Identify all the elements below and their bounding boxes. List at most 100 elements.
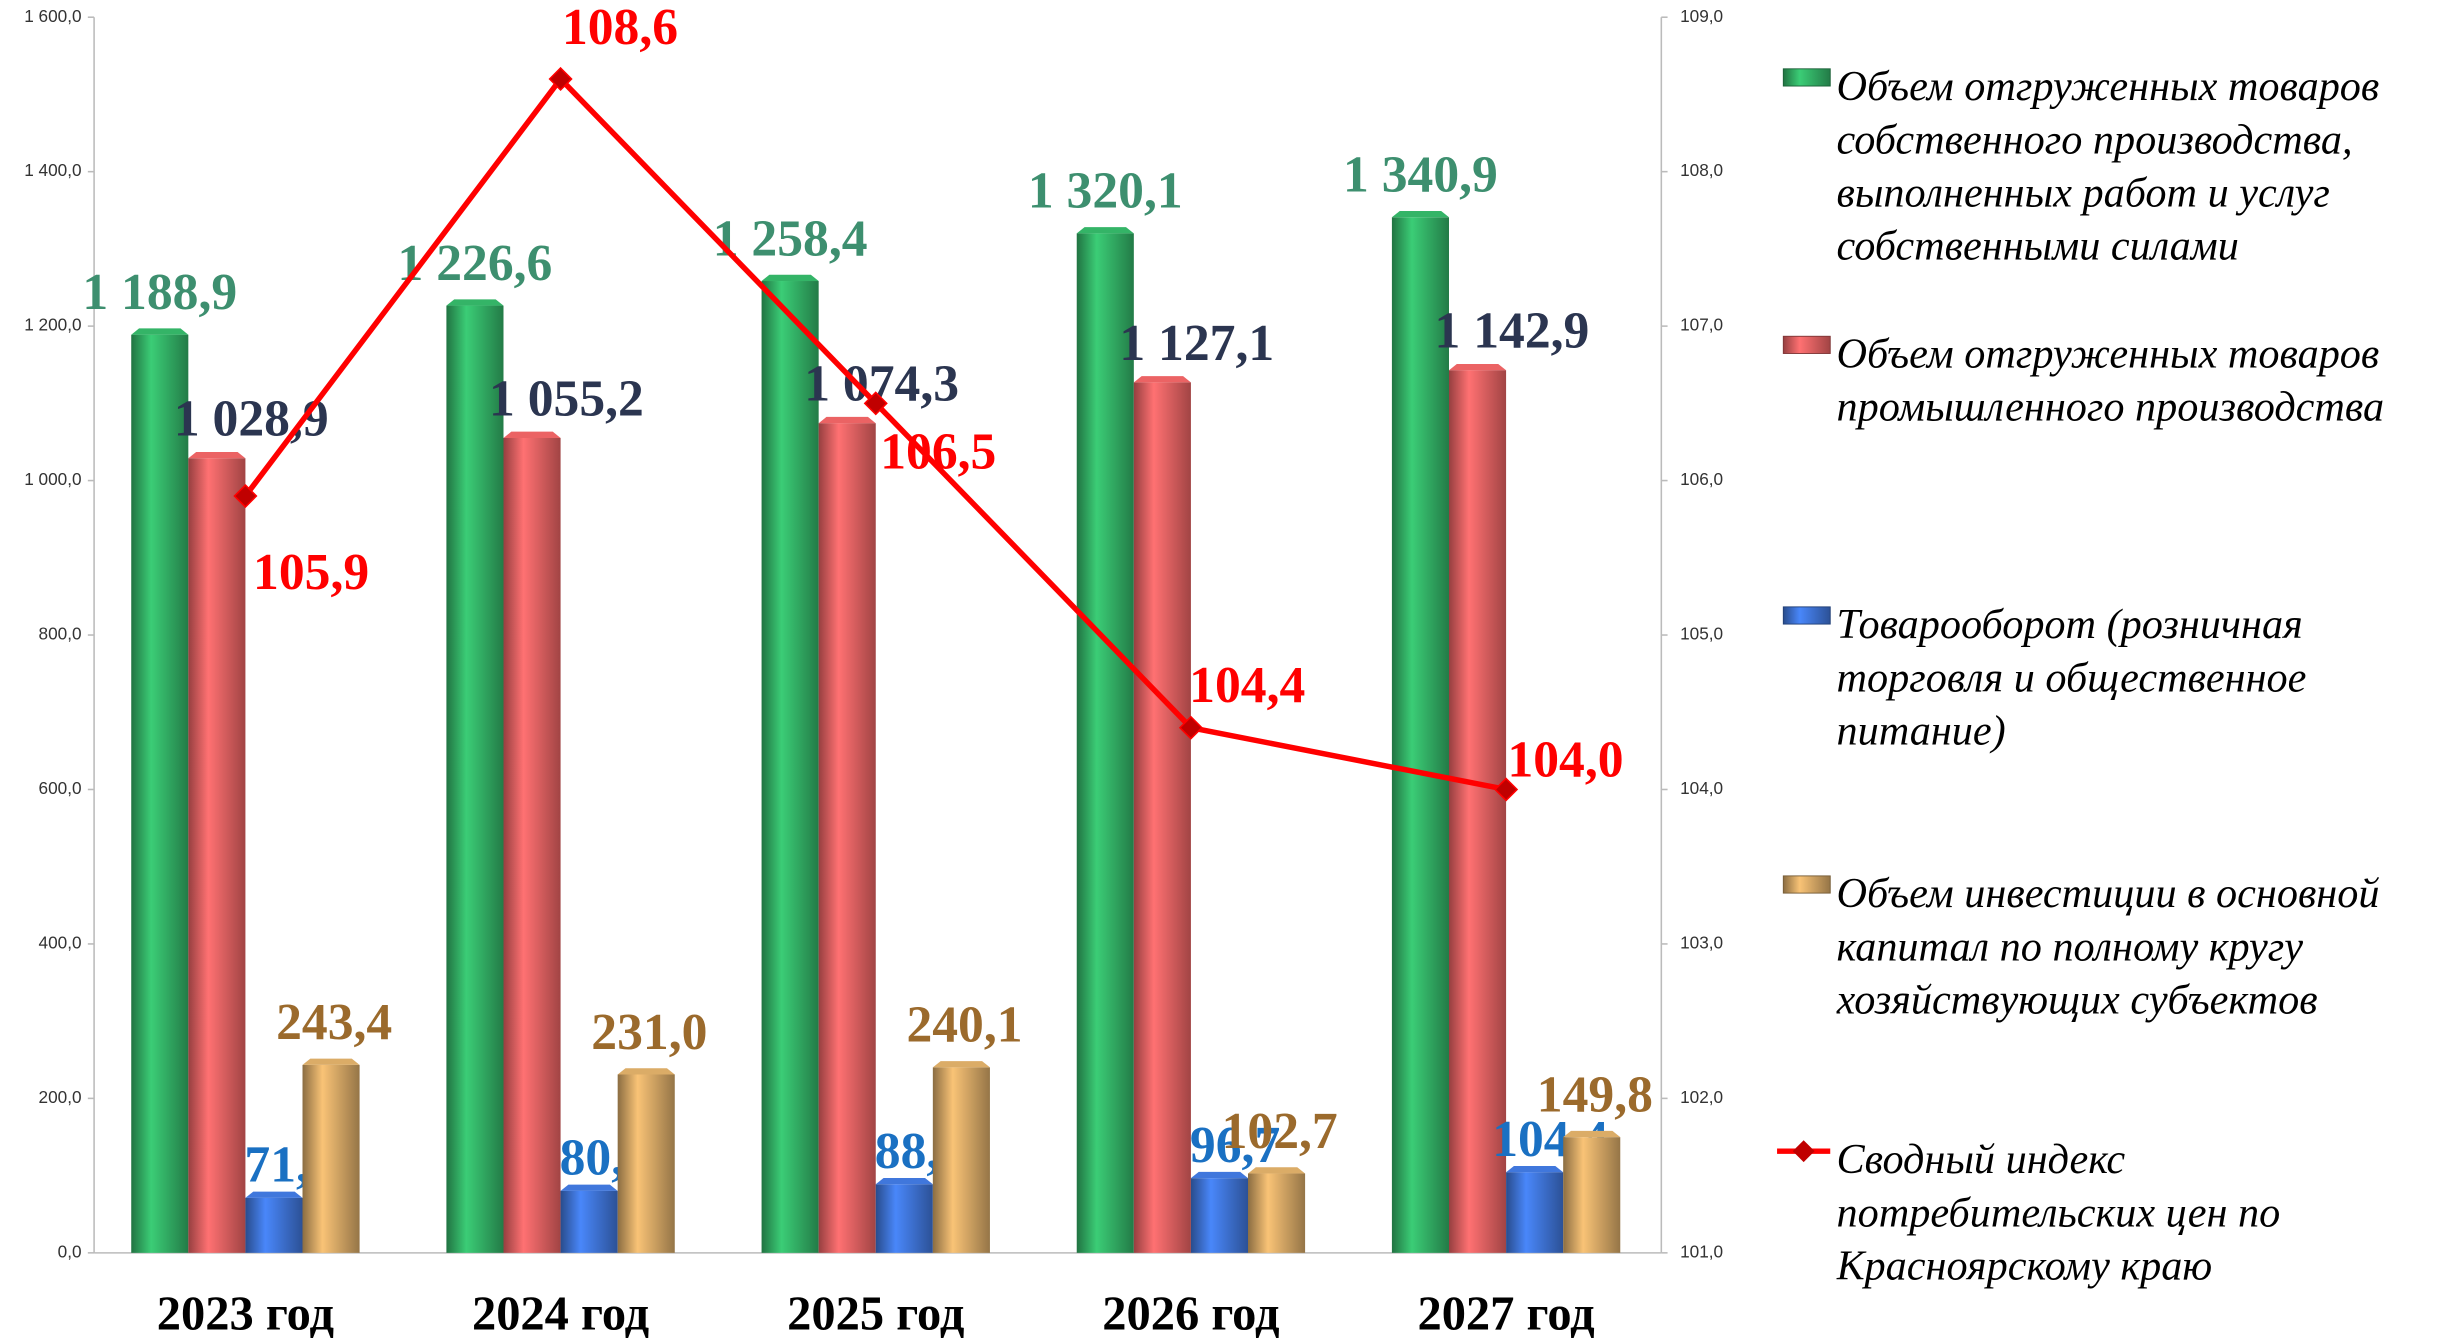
legend-item: Объем инвестиции в основной капитал по п… (1836, 869, 2380, 1023)
y-tick-label: 600,0 (39, 778, 82, 798)
bar-cap (617, 1068, 675, 1075)
line (243, 74, 1507, 793)
bar (560, 1190, 618, 1253)
legend-item: Сводный индекс потребительских цен по Кр… (1836, 1135, 2281, 1289)
y2-tick-label: 109,0 (1680, 6, 1723, 26)
x-tick-label: 2023 год (157, 1288, 334, 1341)
legend-swatch (1782, 606, 1831, 625)
legend-item: Объем отгруженных товаров собственного п… (1837, 63, 2380, 269)
y2-tick-label: 105,0 (1680, 624, 1723, 644)
y2-tick-label: 102,0 (1680, 1087, 1723, 1107)
bar-cap (1391, 211, 1449, 218)
legend-marker (1792, 1140, 1815, 1163)
line-marker (548, 66, 573, 92)
data-label: 1 055,2 (489, 370, 644, 427)
y2-tick-label: 107,0 (1680, 315, 1723, 335)
y-tick-label: 1 200,0 (24, 315, 81, 335)
bar-cap (1506, 1165, 1564, 1173)
bar-cap (560, 1184, 618, 1191)
y2-tick-label: 106,0 (1680, 469, 1723, 489)
bar-cap (818, 416, 876, 424)
data-label: 105,9 (253, 544, 369, 601)
bar (446, 305, 504, 1253)
bar (1076, 233, 1134, 1253)
line-marker (863, 391, 888, 416)
bar-cap (1190, 1171, 1249, 1179)
y-tick-label: 1 000,0 (24, 469, 81, 489)
bar (875, 1184, 933, 1253)
data-label: 149,8 (1537, 1066, 1653, 1123)
y2-tick-label: 104,0 (1680, 778, 1723, 798)
data-label: 102,7 (1222, 1103, 1338, 1160)
data-label: 1 188,9 (82, 264, 237, 321)
bar (1248, 1173, 1306, 1253)
y2-tick-label: 103,0 (1680, 932, 1723, 952)
y2-tick-label: 108,0 (1680, 160, 1723, 180)
legend-swatch (1782, 335, 1831, 354)
y-tick-label: 800,0 (39, 624, 82, 644)
bar-cap (761, 274, 819, 282)
legend-swatch (1782, 875, 1831, 894)
data-label: 106,5 (880, 423, 996, 480)
bar-cap (1448, 363, 1507, 371)
bar (818, 423, 876, 1253)
y-tick-label: 1 600,0 (24, 6, 81, 26)
legend-label: Товарооборот (розничная торговля и общес… (1836, 600, 2307, 754)
bar (131, 334, 189, 1253)
bar-cap (932, 1061, 990, 1068)
bar-cap (245, 1191, 303, 1198)
legend-item: Объем отгруженных товаров промышленного … (1836, 330, 2385, 431)
bar (1506, 1172, 1564, 1253)
bar (761, 281, 819, 1253)
bar (932, 1067, 990, 1253)
bar-cap (188, 451, 246, 459)
bar-cap (302, 1058, 360, 1065)
data-label: 1 127,1 (1119, 315, 1274, 372)
x-tick-label: 2024 год (472, 1288, 649, 1341)
data-label: 108,6 (562, 0, 678, 56)
y-tick-label: 400,0 (39, 932, 82, 952)
data-label: 231,0 (591, 1004, 707, 1061)
x-tick-label: 2025 год (787, 1288, 964, 1341)
bar (503, 437, 561, 1253)
bar (1133, 382, 1191, 1253)
bar-cap (131, 328, 189, 335)
bar (1190, 1178, 1249, 1253)
data-label: 243,4 (276, 994, 392, 1051)
data-label: 240,1 (906, 997, 1022, 1054)
bar (1391, 217, 1449, 1253)
bar (1563, 1137, 1621, 1253)
y-tick-label: 1 400,0 (24, 160, 81, 180)
x-tick-label: 2027 год (1417, 1288, 1594, 1341)
bar-cap (446, 299, 504, 306)
line-marker (1494, 777, 1519, 802)
bar-cap (1133, 376, 1191, 383)
data-label: 104,0 (1507, 731, 1623, 788)
bar (617, 1074, 675, 1253)
y-tick-label: 0,0 (58, 1241, 82, 1261)
bar-cap (875, 1178, 933, 1185)
bar-cap (1563, 1130, 1621, 1138)
data-label: 1 340,9 (1343, 147, 1498, 204)
legend-label: Объем инвестиции в основной капитал по п… (1836, 869, 2380, 1023)
x-tick-label: 2026 год (1102, 1288, 1279, 1341)
legend-swatch (1782, 68, 1831, 87)
bar-cap (503, 431, 561, 438)
data-label: 1 320,1 (1028, 163, 1183, 220)
bar (1448, 370, 1507, 1253)
legend-label: Сводный индекс потребительских цен по Кр… (1836, 1135, 2281, 1289)
bar-cap (1248, 1167, 1306, 1174)
legend-label: Объем отгруженных товаров промышленного … (1836, 330, 2385, 431)
data-label: 1 142,9 (1435, 303, 1590, 360)
bar (245, 1197, 303, 1253)
data-label: 1 258,4 (713, 210, 868, 267)
legend-item: Товарооборот (розничная торговля и общес… (1836, 600, 2307, 754)
y-tick-label: 200,0 (39, 1087, 82, 1107)
bar (188, 458, 246, 1253)
bar-cap (1076, 227, 1134, 234)
data-label: 104,4 (1189, 657, 1305, 714)
line-marker (233, 483, 258, 509)
line-marker (1178, 715, 1203, 740)
y2-tick-label: 101,0 (1680, 1241, 1723, 1261)
